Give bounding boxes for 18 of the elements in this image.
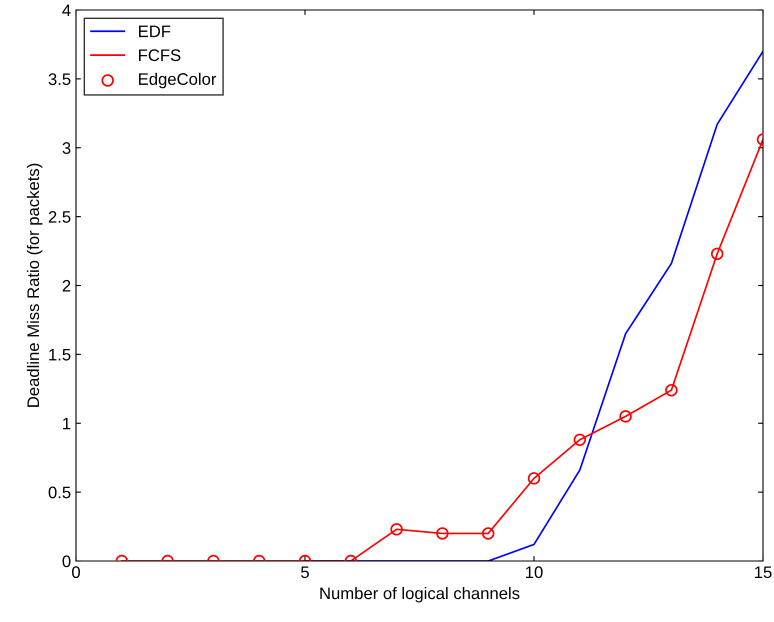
y-tick-label: 4 <box>62 4 71 16</box>
legend-label: FCFS <box>139 49 180 62</box>
y-tick-label: 1.5 <box>49 348 70 361</box>
y-tick-label: 1 <box>63 418 70 430</box>
x-tick-label: 5 <box>301 566 309 578</box>
x-tick-label: 10 <box>526 566 543 578</box>
y-tick-label: 2 <box>62 280 70 292</box>
y-tick-label: 2.5 <box>48 211 70 223</box>
x-tick-label: 0 <box>72 566 80 578</box>
legend-label: EdgeColor <box>139 72 216 88</box>
y-tick-label: 0.5 <box>48 486 70 498</box>
y-tick-label: 3 <box>62 142 70 154</box>
y-axis-title: Deadline Miss Ratio (for packets) <box>26 164 42 407</box>
y-tick-label: 0 <box>62 555 70 568</box>
x-axis-title: Number of logical channels <box>320 586 520 602</box>
x-tick-label: 15 <box>755 566 772 578</box>
y-tick-label: 3.5 <box>48 73 70 86</box>
legend-label: EDF <box>139 26 170 38</box>
